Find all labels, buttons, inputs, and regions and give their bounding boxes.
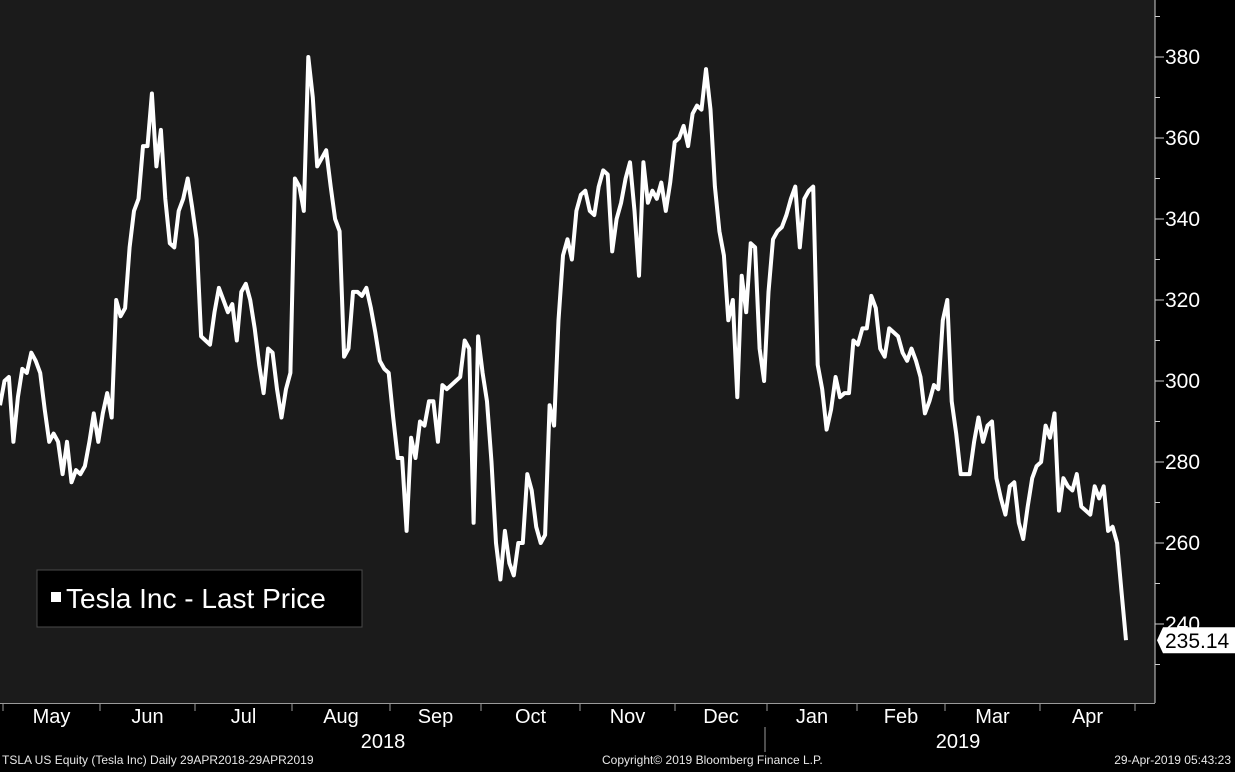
year-label: 2019 [936,731,981,753]
y-tick-label: 340 [1165,208,1200,231]
series-group [0,55,1128,641]
y-tick-label: 320 [1165,289,1200,312]
month-label: Mar [975,706,1010,728]
last-value-box [1157,627,1235,654]
y-tick-label: 300 [1165,370,1200,393]
legend-box [36,569,363,628]
month-label: May [33,706,71,728]
footer-copyright: Copyright© 2019 Bloomberg Finance L.P. [602,753,823,767]
legend-swatch [51,592,61,602]
month-label: Nov [610,706,646,728]
y-tick-label: 360 [1165,127,1200,150]
month-label: Jun [131,706,163,728]
y-tick-label: 280 [1165,451,1200,474]
series-line-tesla [0,55,1128,641]
month-label: Jul [231,706,257,728]
month-label: Aug [323,706,359,728]
month-label: Jan [796,706,828,728]
month-label: Dec [703,706,739,728]
month-label: Apr [1072,706,1103,728]
last-value-marker: 235.14 [1157,627,1235,654]
footer-timestamp: 29-Apr-2019 05:43:23 [1114,753,1231,767]
month-label: Oct [515,706,547,728]
x-axis: May Jun Jul Aug Sep Oct Nov Dec Jan Feb Mar Apr 2018… [2,703,1136,753]
x-axis-band [0,703,1155,752]
footer-security-info: TSLA US Equity (Tesla Inc) Daily 29APR20… [2,753,314,767]
year-label: 2018 [361,731,406,753]
y-tick-label: 260 [1165,532,1200,555]
month-label: Sep [418,706,454,728]
last-value-label: 235.14 [1165,630,1230,653]
month-label: Feb [884,706,918,728]
legend: Tesla Inc - Last Price [36,569,363,628]
legend-label: Tesla Inc - Last Price [66,583,326,614]
y-tick-label: 380 [1165,46,1200,69]
